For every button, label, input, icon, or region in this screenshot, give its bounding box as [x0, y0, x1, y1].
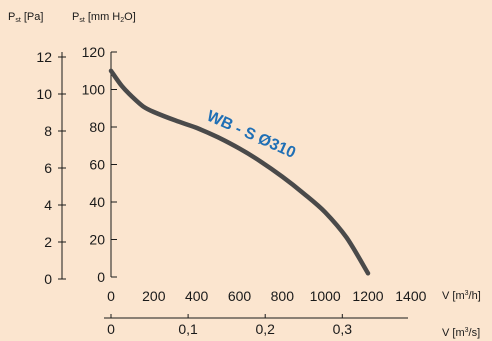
x2-tick-label-1: 0,1: [178, 321, 198, 337]
pa-tick-label-0: 0: [44, 271, 52, 287]
x2-axis-title: V [m3/s]: [442, 327, 480, 339]
x2-tick-label-2: 0,2: [255, 321, 275, 337]
pa-tick-label-2: 4: [44, 197, 52, 213]
x2-tick-label-0: 0: [107, 321, 115, 337]
mm-axis-title-unit-pre: [mm H: [85, 11, 120, 23]
pa-tick-label-5: 10: [36, 86, 52, 102]
series-line-0: [108, 68, 371, 276]
mm-tick-label-3: 60: [89, 157, 105, 173]
mm-tick-label-1: 20: [89, 232, 105, 248]
pa-axis-title-unit: [Pa]: [21, 11, 44, 23]
x-axis-title-main: V [m: [442, 290, 465, 302]
pa-tick-label-1: 2: [44, 234, 52, 250]
mm-tick-label-5: 100: [82, 82, 106, 98]
pa-tick-label-3: 6: [44, 160, 52, 176]
x-tick-label-6: 1200: [352, 288, 383, 304]
x2-axis-title-post: /s]: [469, 327, 481, 339]
mm-axis-title: Pst [mm H2O]: [72, 11, 136, 24]
mm-axis-title-unit-sub: 2: [120, 17, 124, 24]
pa-tick-label-6: 12: [36, 49, 52, 65]
pa-axis-title-main: P: [8, 11, 15, 23]
x2-axis-title-sup: 3: [465, 327, 469, 334]
x2-tick-label-3: 0,3: [333, 321, 353, 337]
x2-axis-title-main: V [m: [442, 327, 465, 339]
x-tick-label-7: 1400: [395, 288, 426, 304]
pa-axis-title-sub: st: [15, 17, 21, 24]
mm-tick-label-2: 40: [89, 194, 105, 210]
mm-tick-label-6: 120: [82, 44, 106, 60]
x-tick-label-0: 0: [107, 288, 115, 304]
x-axis-title: V [m3/h]: [442, 290, 481, 302]
x-tick-label-3: 600: [228, 288, 252, 304]
x-axis-title-sup: 3: [465, 290, 469, 297]
pa-tick-label-4: 8: [44, 123, 52, 139]
mm-tick-label-0: 0: [97, 269, 105, 285]
mm-axis-title-main: P: [72, 11, 79, 23]
curve: WB - S Ø310: [108, 68, 371, 276]
x-tick-label-2: 400: [185, 288, 209, 304]
x-axis-title-post: /h]: [469, 290, 481, 302]
mm-tick-label-4: 80: [89, 119, 105, 135]
x-tick-label-5: 1000: [310, 288, 341, 304]
x-tick-label-1: 200: [142, 288, 166, 304]
x-tick-label-4: 800: [271, 288, 295, 304]
pa-axis-title: Pst [Pa]: [8, 11, 43, 24]
mm-axis-title-unit-post: O]: [124, 11, 136, 23]
mm-axis-title-sub: st: [79, 17, 85, 24]
